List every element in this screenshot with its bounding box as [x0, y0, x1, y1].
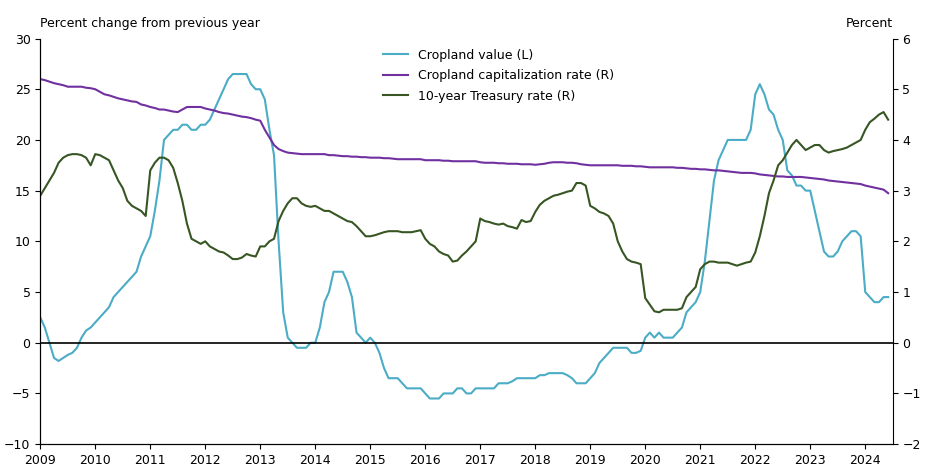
- Legend: Cropland value (L), Cropland capitalization rate (R), 10-year Treasury rate (R): Cropland value (L), Cropland capitalizat…: [383, 49, 613, 103]
- 10-year Treasury rate (R): [163, 157, 174, 163]
- Cropland capitalization rate (R): [35, 76, 46, 82]
- 10-year Treasury rate (R): [878, 109, 889, 115]
- Cropland value (L): [447, 390, 458, 396]
- Cropland capitalization rate (R): [882, 190, 894, 196]
- Line: Cropland value (L): Cropland value (L): [41, 74, 888, 398]
- Cropland capitalization rate (R): [561, 160, 573, 166]
- 10-year Treasury rate (R): [438, 251, 450, 257]
- 10-year Treasury rate (R): [653, 309, 664, 315]
- Cropland value (L): [571, 381, 582, 386]
- Cropland capitalization rate (R): [814, 176, 825, 182]
- Cropland value (L): [228, 71, 239, 77]
- 10-year Treasury rate (R): [35, 193, 46, 199]
- 10-year Treasury rate (R): [561, 189, 573, 195]
- Line: Cropland capitalization rate (R): Cropland capitalization rate (R): [41, 79, 888, 193]
- Text: Percent change from previous year: Percent change from previous year: [41, 17, 260, 31]
- Cropland value (L): [35, 315, 46, 320]
- Cropland value (L): [882, 294, 894, 300]
- Cropland capitalization rate (R): [525, 162, 536, 167]
- 10-year Treasury rate (R): [685, 289, 697, 295]
- 10-year Treasury rate (R): [525, 218, 536, 224]
- Cropland value (L): [425, 396, 436, 401]
- Cropland capitalization rate (R): [438, 158, 450, 163]
- 10-year Treasury rate (R): [882, 117, 894, 122]
- Text: Percent: Percent: [845, 17, 893, 31]
- Cropland value (L): [823, 254, 834, 260]
- Line: 10-year Treasury rate (R): 10-year Treasury rate (R): [41, 112, 888, 312]
- 10-year Treasury rate (R): [819, 147, 830, 153]
- Cropland value (L): [163, 132, 174, 138]
- Cropland value (L): [690, 300, 701, 305]
- Cropland capitalization rate (R): [163, 108, 174, 114]
- Cropland capitalization rate (R): [681, 165, 692, 171]
- Cropland value (L): [535, 373, 546, 378]
